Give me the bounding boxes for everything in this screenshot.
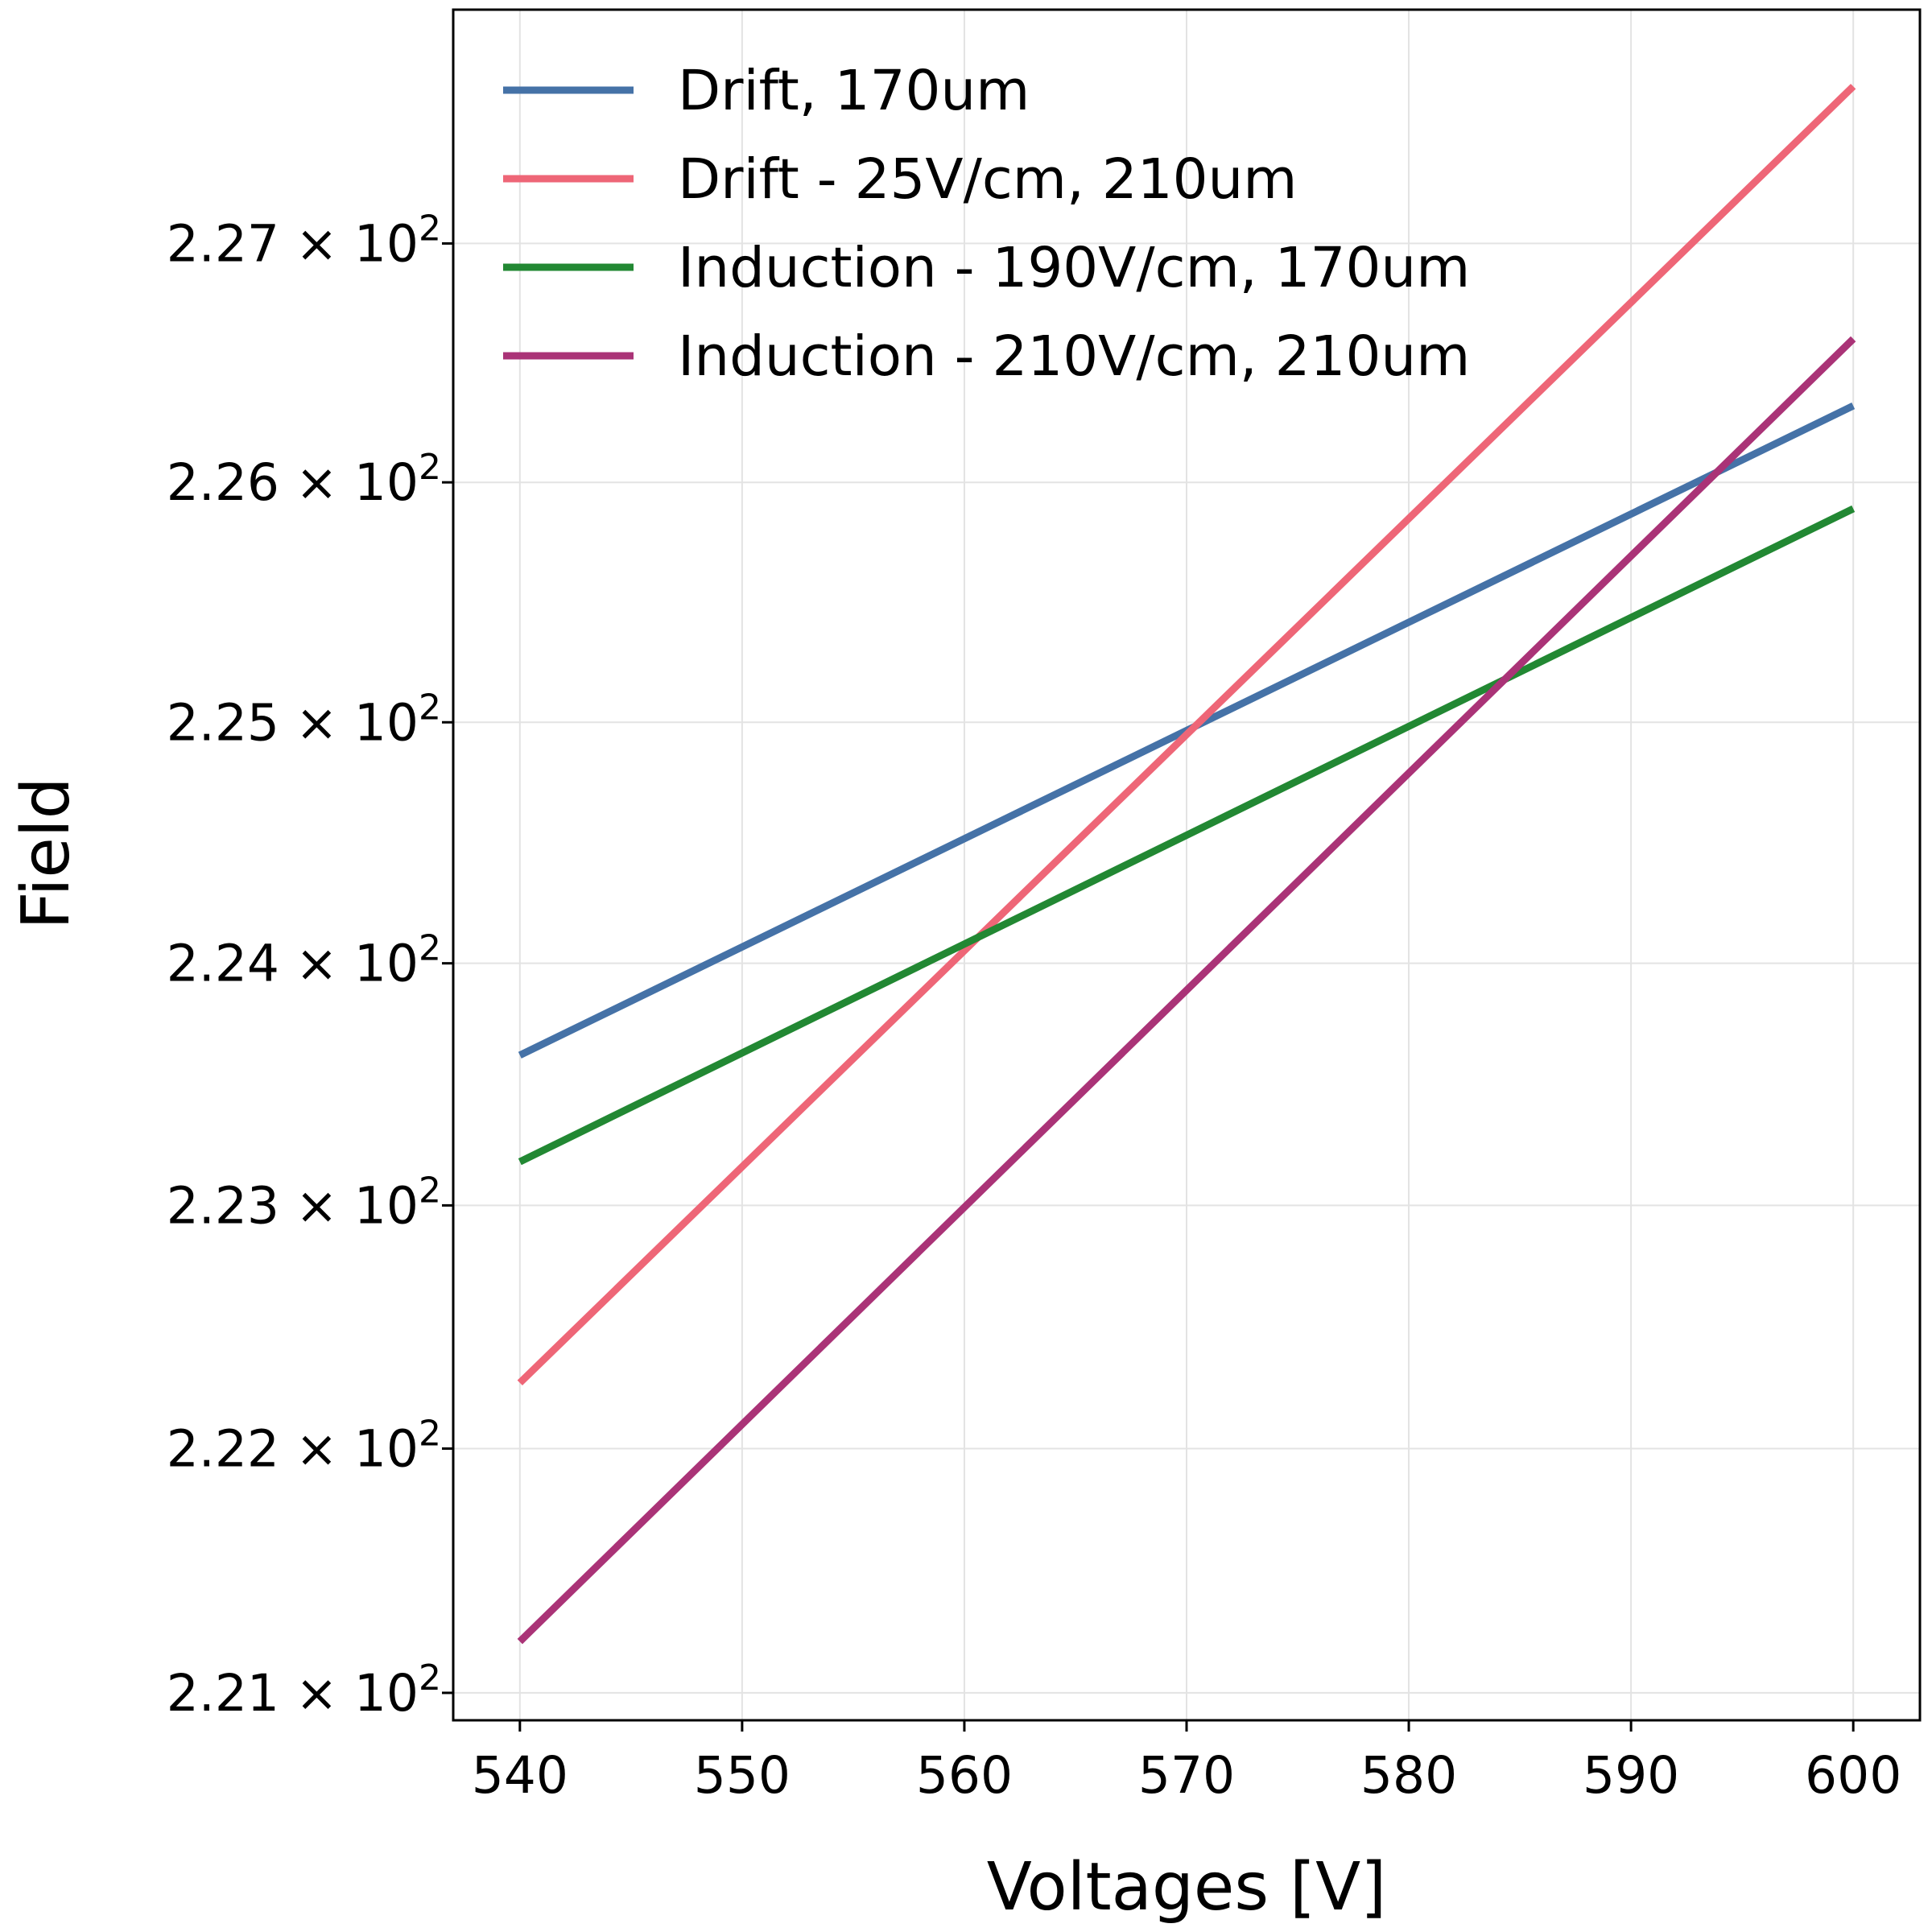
x-tick-label: 600: [1805, 1746, 1901, 1805]
y-tick-label: 2.21 × 102: [167, 1657, 441, 1723]
y-tick-label: 2.25 × 102: [167, 687, 441, 752]
legend-label: Induction - 190V/cm, 170um: [678, 236, 1470, 300]
legend-label: Drift - 25V/cm, 210um: [678, 147, 1297, 212]
plot-lines: [517, 84, 1856, 1645]
x-tick-label: 560: [916, 1746, 1013, 1805]
x-tick-label: 590: [1583, 1746, 1679, 1805]
grid: [453, 10, 1920, 1720]
y-tick-label: 2.24 × 102: [167, 928, 441, 993]
x-tick-label: 540: [472, 1746, 568, 1805]
x-tick-label: 570: [1138, 1746, 1235, 1805]
series-line-3: [518, 505, 1856, 1166]
series-line-2: [517, 84, 1856, 1386]
legend-label: Drift, 170um: [678, 59, 1030, 123]
legend-label: Induction - 210V/cm, 210um: [678, 324, 1470, 389]
x-axis-ticks: 540 550 560 570 580 590 600: [472, 1720, 1901, 1805]
y-axis-ticks: 2.21 × 102 2.22 × 102 2.23 × 102 2.24 × 102…: [167, 208, 453, 1723]
x-tick-label: 550: [694, 1746, 791, 1805]
y-tick-label: 2.27 × 102: [167, 208, 441, 273]
series-line-4: [517, 336, 1856, 1645]
y-axis-label: Field: [8, 777, 85, 929]
x-tick-label: 580: [1360, 1746, 1457, 1805]
y-tick-label: 2.26 × 102: [167, 447, 441, 512]
legend: Drift, 170um Drift - 25V/cm, 210um Inducti…: [503, 59, 1470, 389]
x-axis-label: Voltages [V]: [987, 1849, 1386, 1926]
y-tick-label: 2.23 × 102: [167, 1170, 441, 1235]
y-tick-label: 2.22 × 102: [167, 1413, 441, 1478]
